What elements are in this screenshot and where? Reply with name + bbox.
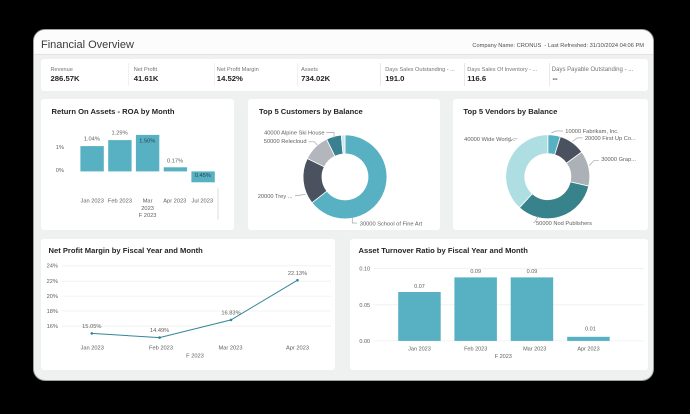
svg-text:40000 Wide World...: 40000 Wide World... [465, 136, 517, 142]
svg-text:Mar: Mar [143, 198, 153, 204]
svg-text:16%: 16% [47, 324, 58, 330]
svg-text:F 2023: F 2023 [139, 213, 157, 219]
svg-text:Apr 2023: Apr 2023 [163, 198, 186, 204]
svg-text:Apr 2023: Apr 2023 [577, 346, 599, 352]
svg-text:2023: 2023 [141, 206, 154, 212]
svg-text:20%: 20% [47, 293, 58, 299]
svg-text:40000 Alpine Ski House: 40000 Alpine Ski House [264, 130, 324, 136]
svg-text:0.45%: 0.45% [195, 173, 211, 179]
svg-text:1.50%: 1.50% [139, 138, 155, 144]
svg-text:Jan 2023: Jan 2023 [408, 346, 431, 352]
svg-text:Apr 2023: Apr 2023 [286, 345, 309, 351]
svg-text:Feb 2023: Feb 2023 [149, 345, 173, 351]
svg-text:Jan 2023: Jan 2023 [80, 345, 103, 351]
svg-text:F 2023: F 2023 [495, 353, 512, 359]
svg-text:16.83%: 16.83% [221, 310, 240, 316]
svg-text:Feb 2023: Feb 2023 [108, 198, 132, 204]
svg-text:22.13%: 22.13% [288, 270, 307, 276]
svg-text:20000 Trey ...: 20000 Trey ... [257, 194, 292, 200]
svg-text:0.09: 0.09 [527, 269, 538, 275]
svg-text:Jan 2023: Jan 2023 [80, 198, 103, 204]
svg-text:20000 First Up Co...: 20000 First Up Co... [585, 136, 636, 142]
svg-text:Jul 2023: Jul 2023 [192, 198, 214, 204]
svg-text:0%: 0% [56, 168, 64, 174]
svg-text:24%: 24% [47, 263, 58, 269]
svg-text:15.05%: 15.05% [82, 324, 101, 330]
svg-text:1.29%: 1.29% [112, 130, 128, 136]
svg-text:Mar 2023: Mar 2023 [218, 345, 242, 351]
svg-text:0.00: 0.00 [359, 338, 370, 344]
svg-text:14.49%: 14.49% [150, 328, 169, 334]
svg-text:0.09: 0.09 [470, 269, 481, 275]
svg-text:30000 Grap...: 30000 Grap... [602, 156, 637, 162]
svg-text:1.04%: 1.04% [84, 136, 100, 142]
svg-text:30000 School of Fine Art: 30000 School of Fine Art [359, 221, 422, 227]
svg-text:Feb 2023: Feb 2023 [464, 346, 487, 352]
svg-text:0.17%: 0.17% [167, 158, 183, 164]
svg-text:0.01: 0.01 [585, 326, 596, 332]
svg-text:F 2023: F 2023 [186, 353, 204, 359]
svg-text:18%: 18% [47, 308, 58, 314]
svg-text:50000 Relecloud: 50000 Relecloud [263, 138, 306, 144]
svg-text:Mar 2023: Mar 2023 [523, 346, 546, 352]
svg-text:0.05: 0.05 [359, 302, 370, 308]
svg-text:1%: 1% [56, 144, 64, 150]
svg-text:50000 Nod Publishers: 50000 Nod Publishers [536, 220, 592, 226]
svg-text:0.07: 0.07 [414, 283, 425, 289]
svg-text:0.10: 0.10 [359, 266, 370, 272]
svg-text:22%: 22% [47, 279, 58, 285]
svg-text:10000 Fabrikam, Inc.: 10000 Fabrikam, Inc. [566, 129, 620, 135]
